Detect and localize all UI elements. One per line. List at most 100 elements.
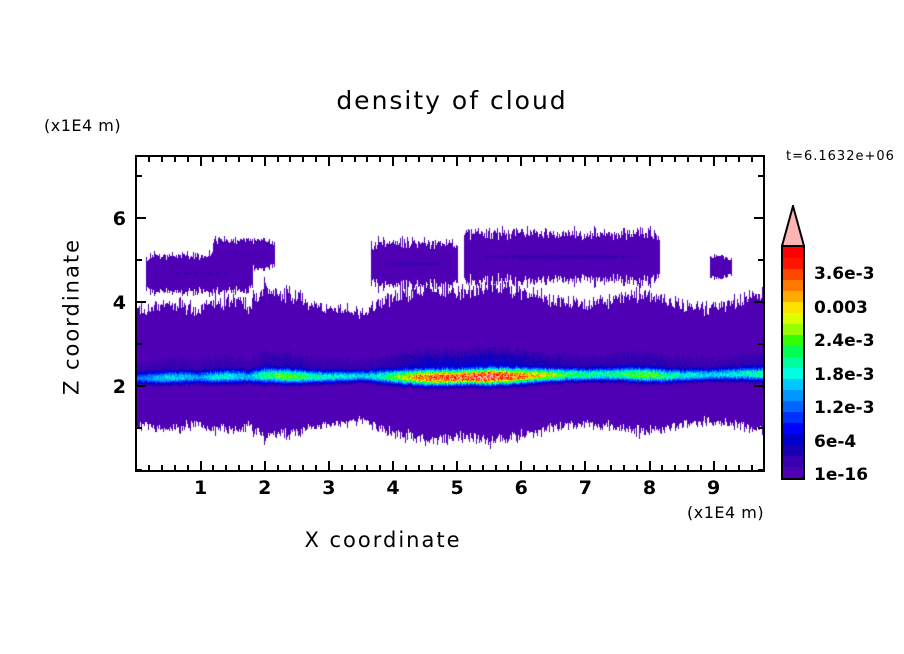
plot-area [135, 155, 765, 472]
y-tick-minor-right [758, 469, 763, 471]
y-tick-minor [137, 426, 142, 429]
x-tick-minor [289, 465, 292, 470]
density-field-canvas [137, 157, 763, 470]
colorbar-band [783, 302, 803, 313]
colorbar-band [783, 467, 803, 478]
x-tick-minor [533, 465, 536, 470]
page-title: density of cloud [336, 86, 568, 115]
x-tick-minor-top [186, 157, 189, 162]
x-tick-minor-top [725, 157, 728, 162]
y-tick-minor [137, 342, 142, 345]
x-tick-minor [571, 465, 574, 470]
x-tick-major [584, 461, 587, 470]
colorbar-tick-label: 1e-16 [814, 465, 869, 486]
x-tick-minor-top [558, 157, 561, 162]
x-tick-major-top [199, 157, 202, 166]
x-tick-minor [212, 465, 215, 470]
x-tick-major [456, 461, 459, 470]
colorbar-band [783, 346, 803, 357]
y-tick-minor-right [758, 258, 763, 261]
x-tick-minor [494, 465, 497, 470]
x-tick-label: 5 [450, 477, 464, 499]
x-tick-minor-top [379, 157, 382, 162]
y-tick-minor-right [758, 342, 763, 345]
x-tick-minor-top [597, 157, 600, 162]
x-tick-minor-top [174, 157, 177, 162]
colorbar-tick-label: 2.4e-3 [814, 331, 875, 352]
colorbar-band [783, 445, 803, 456]
x-tick-minor-top [751, 157, 754, 162]
x-tick-minor-top [148, 157, 151, 162]
x-tick-minor-top [699, 157, 702, 162]
colorbar-over-arrow-icon [781, 205, 805, 247]
x-tick-minor-top [366, 157, 369, 162]
x-tick-minor [186, 465, 189, 470]
y-axis-title: Z coordinate [59, 237, 84, 396]
x-tick-major-top [648, 157, 651, 166]
x-tick-minor-top [289, 157, 292, 162]
colorbar-tick-label: 0.003 [814, 297, 868, 318]
x-tick-minor-top [571, 157, 574, 162]
x-tick-major [199, 461, 202, 470]
colorbar-band [783, 368, 803, 379]
y-tick-minor-right [758, 426, 763, 429]
colorbar-band [783, 313, 803, 324]
colorbar-band [783, 280, 803, 291]
x-tick-minor [430, 465, 433, 470]
colorbar [781, 205, 805, 480]
x-tick-minor [366, 465, 369, 470]
x-tick-minor-top [494, 157, 497, 162]
x-tick-minor [468, 465, 471, 470]
y-tick-minor [137, 258, 142, 261]
x-tick-minor-top [468, 157, 471, 162]
colorbar-band [783, 456, 803, 467]
x-tick-minor [238, 465, 241, 470]
x-tick-minor [507, 465, 510, 470]
x-tick-minor [315, 465, 318, 470]
y-tick-major-right [754, 384, 763, 387]
x-tick-minor [622, 465, 625, 470]
x-tick-minor-top [238, 157, 241, 162]
x-tick-minor-top [340, 157, 343, 162]
colorbar-band [783, 247, 803, 258]
x-tick-minor [597, 465, 600, 470]
x-tick-minor [686, 465, 689, 470]
x-tick-minor [174, 465, 177, 470]
x-tick-minor [161, 465, 164, 470]
x-tick-minor-top [686, 157, 689, 162]
x-tick-minor-top [250, 157, 253, 162]
x-tick-minor-top [404, 157, 407, 162]
x-tick-minor [250, 465, 253, 470]
x-tick-minor [353, 465, 356, 470]
x-tick-minor-top [302, 157, 305, 162]
x-tick-minor-top [507, 157, 510, 162]
colorbar-band [783, 291, 803, 302]
x-tick-minor-top [674, 157, 677, 162]
x-tick-minor [379, 465, 382, 470]
x-tick-major-top [456, 157, 459, 166]
x-tick-minor-top [212, 157, 215, 162]
colorbar-band [783, 379, 803, 390]
x-tick-minor [340, 465, 343, 470]
colorbar-tick-label: 6e-4 [814, 431, 857, 452]
x-tick-minor-top [430, 157, 433, 162]
colorbar-tick-label: 3.6e-3 [814, 263, 875, 284]
colorbar-band [783, 390, 803, 401]
x-tick-minor-top [661, 157, 664, 162]
x-tick-minor-top [622, 157, 625, 162]
x-tick-minor [481, 465, 484, 470]
timestamp-annotation: t=6.1632e+06 [786, 149, 895, 164]
x-tick-major-top [392, 157, 395, 166]
x-tick-label: 4 [386, 477, 400, 499]
x-tick-label: 3 [322, 477, 336, 499]
x-tick-label: 7 [578, 477, 592, 499]
x-tick-minor [276, 465, 279, 470]
colorbar-band [783, 423, 803, 434]
x-tick-minor [417, 465, 420, 470]
x-tick-minor-top [481, 157, 484, 162]
y-tick-minor-right [758, 174, 763, 177]
x-tick-minor-top [225, 157, 228, 162]
x-tick-minor [302, 465, 305, 470]
colorbar-bands [781, 245, 805, 480]
x-tick-major [712, 461, 715, 470]
